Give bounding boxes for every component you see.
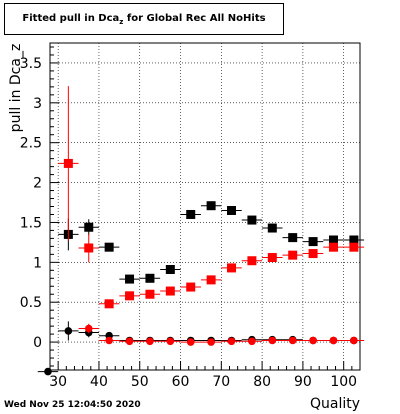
data-point-square bbox=[288, 233, 298, 243]
data-point-circle bbox=[268, 336, 277, 345]
timestamp: Wed Nov 25 12:04:50 2020 bbox=[4, 400, 141, 410]
x-tick-label: 70 bbox=[212, 374, 230, 390]
data-point-square bbox=[84, 222, 94, 232]
data-point-square bbox=[206, 201, 216, 211]
data-point-circle bbox=[186, 338, 195, 346]
data-point-circle bbox=[350, 336, 358, 345]
data-point-square bbox=[227, 205, 237, 215]
data-point-square bbox=[308, 249, 318, 259]
data-point-square bbox=[125, 291, 135, 301]
y-tick-label: 2.5 bbox=[20, 136, 42, 152]
data-point-square bbox=[328, 235, 338, 245]
x-tick-label: 80 bbox=[253, 374, 271, 390]
y-tick-label: 0 bbox=[33, 335, 42, 351]
data-point-square bbox=[247, 256, 257, 266]
data-point-circle bbox=[288, 336, 297, 345]
plot-frame bbox=[49, 42, 361, 371]
data-point-circle bbox=[207, 338, 215, 346]
data-point-square bbox=[227, 263, 237, 273]
x-tick-label: 50 bbox=[131, 374, 149, 390]
y-tick-label: 1 bbox=[33, 255, 42, 271]
data-point-square bbox=[104, 242, 114, 252]
data-point-circle bbox=[105, 336, 113, 345]
chart-title: Fitted pull in Dcaz for Global Rec All N… bbox=[22, 13, 265, 26]
data-point-square bbox=[145, 289, 155, 299]
data-point-square bbox=[165, 265, 175, 275]
y-tick-label: 3.5 bbox=[20, 56, 42, 72]
data-point-circle bbox=[329, 336, 338, 345]
data-point-circle bbox=[146, 337, 154, 346]
data-point-square bbox=[267, 253, 277, 263]
data-point-square bbox=[186, 282, 196, 292]
data-point-square bbox=[288, 250, 298, 260]
x-axis-label: Quality bbox=[309, 396, 360, 412]
data-point-circle bbox=[64, 327, 73, 335]
data-point-square bbox=[145, 273, 155, 283]
x-tick-label: 90 bbox=[294, 374, 312, 390]
data-point-square bbox=[267, 223, 277, 233]
data-point-square bbox=[328, 242, 338, 252]
y-tick-label: 3 bbox=[33, 96, 42, 112]
data-point-square bbox=[349, 242, 359, 252]
data-point-square bbox=[63, 158, 73, 168]
data-point-square bbox=[206, 275, 216, 285]
data-point-circle bbox=[248, 337, 256, 346]
chart-title-suffix: for Global Rec All NoHits bbox=[123, 12, 266, 24]
data-point-square bbox=[186, 209, 196, 219]
chart-title-box: Fitted pull in Dcaz for Global Rec All N… bbox=[4, 3, 284, 35]
y-tick-label: 0.5 bbox=[20, 295, 42, 311]
y-tick-label: 2 bbox=[33, 176, 42, 192]
data-point-circle bbox=[44, 367, 52, 376]
data-point-square bbox=[349, 235, 359, 245]
data-point-circle bbox=[125, 337, 134, 346]
chart-title-subscript: z bbox=[119, 17, 124, 26]
data-point-square bbox=[125, 274, 135, 284]
x-tick-label: 100 bbox=[330, 374, 357, 390]
data-point-square bbox=[308, 237, 318, 247]
data-point-square bbox=[84, 243, 94, 253]
data-point-circle bbox=[166, 337, 175, 346]
data-point-circle bbox=[84, 324, 93, 333]
data-point-circle bbox=[309, 336, 317, 345]
x-tick-label: 60 bbox=[172, 374, 190, 390]
data-point-square bbox=[104, 299, 114, 309]
x-tick-label: 40 bbox=[90, 374, 108, 390]
chart-title-main: Fitted pull in Dca bbox=[22, 12, 120, 24]
data-point-square bbox=[247, 215, 257, 225]
data-point-circle bbox=[227, 337, 236, 346]
data-point-square bbox=[165, 286, 175, 296]
x-tick-label: 30 bbox=[49, 374, 67, 390]
y-tick-label: 1.5 bbox=[20, 215, 42, 231]
